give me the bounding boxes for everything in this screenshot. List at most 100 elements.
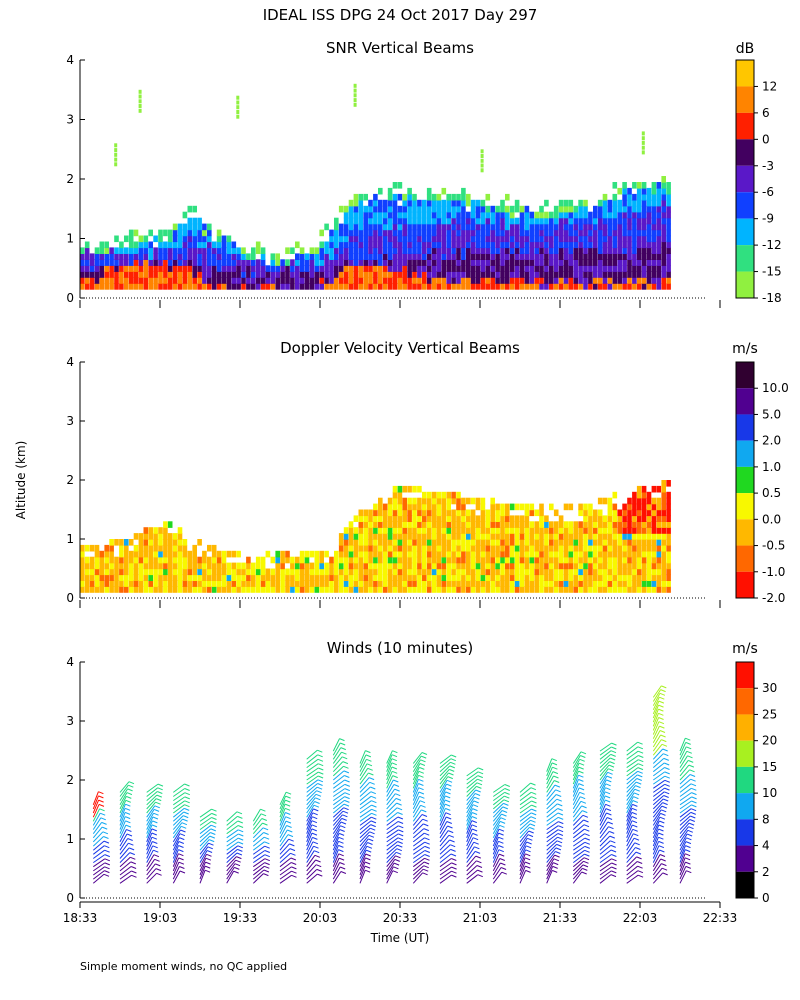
snr-cell	[329, 271, 334, 278]
snr-cell	[480, 199, 486, 207]
snr-cell	[412, 277, 417, 284]
snr-cell	[309, 271, 315, 278]
snr-cell	[480, 277, 486, 284]
doppler-cell	[378, 527, 383, 534]
doppler-cell	[211, 586, 217, 593]
snr-cell	[348, 277, 354, 284]
wind-barb-flag	[205, 861, 211, 865]
snr-cell	[456, 283, 461, 290]
wind-barb-flag	[340, 871, 347, 874]
snr-cell	[348, 223, 354, 231]
doppler-cell	[485, 539, 491, 546]
snr-cell	[221, 265, 227, 272]
wind-barb-flag	[285, 816, 291, 820]
snr-cell	[509, 283, 515, 290]
snr-cell	[661, 193, 666, 201]
doppler-cell	[397, 544, 403, 552]
snr-cell	[646, 205, 652, 213]
doppler-cell	[490, 533, 495, 540]
snr-cell	[304, 277, 310, 284]
wind-barb-flag	[691, 792, 697, 796]
snr-cell	[627, 253, 632, 260]
snr-cell	[500, 229, 505, 237]
wind-barb	[359, 861, 366, 876]
wind-barb-flag	[658, 836, 664, 840]
snr-cell	[470, 277, 476, 284]
wind-barb	[573, 837, 586, 847]
wind-barb	[466, 808, 473, 822]
wind-barb-flag	[126, 795, 132, 799]
doppler-cell	[382, 544, 388, 552]
wind-barb	[519, 865, 526, 880]
doppler-cell	[241, 586, 246, 593]
doppler-cell	[153, 574, 158, 581]
snr-cell	[597, 229, 603, 237]
doppler-cell	[480, 562, 486, 570]
doppler-cell	[500, 544, 505, 552]
snr-cell	[182, 223, 188, 231]
doppler-cell	[426, 533, 432, 540]
doppler-cell	[588, 503, 593, 511]
wind-barb	[173, 796, 186, 806]
wind-barb	[226, 833, 239, 843]
doppler-cell	[436, 574, 442, 581]
snr-cell	[553, 235, 559, 243]
wind-barb-flag	[264, 862, 270, 866]
doppler-cell	[563, 550, 569, 558]
snr-cell	[588, 223, 593, 231]
snr-cell	[280, 259, 285, 266]
snr-cell	[373, 193, 378, 201]
doppler-cell	[373, 568, 378, 576]
doppler-cell	[495, 550, 500, 558]
snr-cell	[211, 283, 217, 290]
doppler-cell	[607, 550, 613, 558]
snr-cell	[373, 199, 378, 207]
doppler-cell	[553, 550, 559, 558]
snr-cell	[519, 247, 525, 254]
snr-cell	[368, 271, 373, 278]
snr-cell	[231, 271, 237, 278]
snr-cell	[309, 259, 315, 266]
wind-barb	[439, 795, 446, 810]
snr-cell	[319, 271, 324, 278]
snr-cell	[412, 241, 417, 249]
doppler-cell	[612, 568, 618, 576]
wind-barb	[199, 870, 206, 884]
wind-barb-flag	[391, 766, 398, 770]
snr-cell	[495, 253, 500, 260]
doppler-cell	[104, 562, 109, 570]
doppler-cell	[514, 568, 520, 576]
doppler-cell	[470, 497, 476, 505]
doppler-cell	[378, 574, 383, 581]
doppler-cell	[202, 556, 207, 564]
doppler-cell	[622, 574, 627, 581]
wind-barb-flag	[104, 845, 110, 849]
doppler-cell	[133, 544, 139, 552]
doppler-cell	[84, 556, 90, 564]
doppler-cell	[290, 574, 295, 581]
doppler-cell	[583, 544, 588, 552]
snr-cell	[568, 199, 574, 207]
snr-cell	[407, 247, 412, 254]
doppler-cell	[329, 574, 334, 581]
wind-barb-flag	[421, 809, 427, 813]
snr-cell	[382, 247, 388, 254]
snr-cell	[593, 205, 598, 213]
snr-cell	[549, 283, 554, 290]
snr-cell	[309, 247, 315, 254]
doppler-cell	[466, 574, 471, 581]
doppler-cell	[651, 527, 657, 534]
snr-cell	[636, 193, 642, 201]
snr-cell	[578, 265, 583, 272]
doppler-cell	[412, 586, 417, 593]
wind-barb-flag	[366, 845, 373, 849]
doppler-cell	[475, 497, 481, 505]
wind-barb-flag	[579, 758, 585, 762]
wind-barb-flag	[474, 846, 480, 850]
wind-barb	[652, 845, 660, 859]
doppler-cell	[500, 562, 505, 570]
doppler-cell	[436, 515, 442, 522]
snr-cell	[202, 253, 207, 260]
wind-barb	[306, 820, 313, 834]
